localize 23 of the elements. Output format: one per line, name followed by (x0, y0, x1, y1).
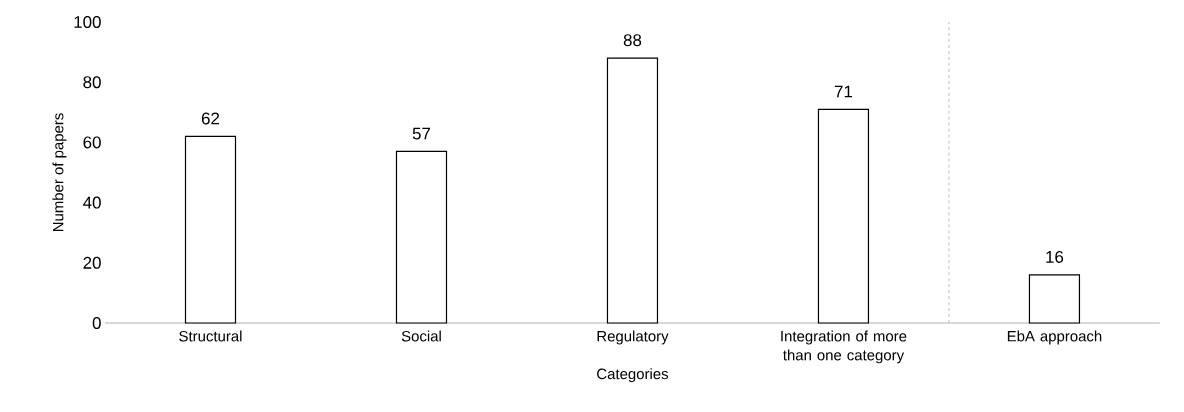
bar (395, 150, 448, 324)
y-tick-label: 100 (74, 16, 101, 28)
x-axis-title: Categories (597, 368, 669, 383)
x-tick-label: Integration of more than one category (781, 330, 907, 364)
data-label: 16 (1046, 250, 1064, 263)
x-tick-label: Structural (179, 330, 242, 342)
x-tick-label: EbA approach (1007, 330, 1102, 345)
data-label: 57 (412, 127, 431, 140)
y-tick-label: 40 (83, 196, 101, 209)
y-axis-title: Number of papers (52, 113, 67, 232)
data-label: 62 (201, 112, 220, 125)
y-tick-label: 0 (92, 317, 101, 329)
x-tick-label: Social (401, 330, 441, 342)
bar (817, 108, 870, 324)
y-tick-label: 80 (83, 76, 101, 89)
data-label: 88 (623, 34, 642, 47)
y-tick-label: 60 (83, 136, 101, 149)
bar (1028, 274, 1081, 324)
data-label: 71 (834, 85, 853, 98)
bar (606, 57, 659, 324)
y-tick-label: 20 (83, 256, 101, 269)
x-tick-label: Regulatory (597, 330, 669, 345)
bar (184, 135, 237, 324)
